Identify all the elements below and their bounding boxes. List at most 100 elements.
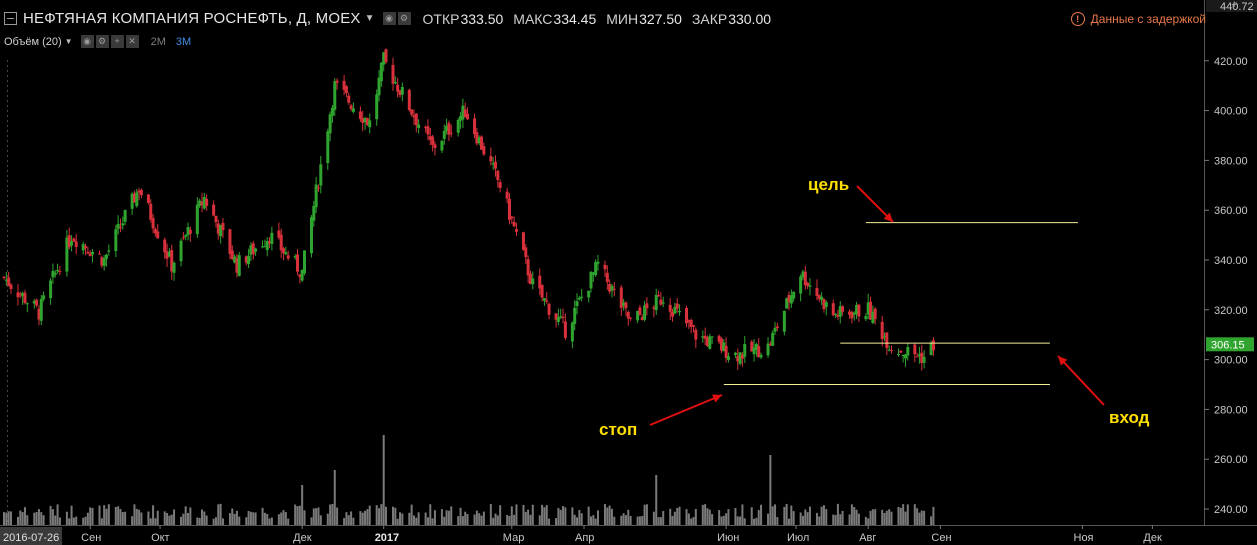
volume-bar — [37, 509, 40, 525]
volume-bar — [576, 517, 579, 525]
candle-up — [871, 311, 875, 323]
volume-bar — [364, 510, 367, 525]
volume-bar — [19, 510, 22, 525]
volume-bar — [825, 509, 828, 525]
candle-down — [228, 229, 232, 254]
volume-bar — [869, 510, 872, 525]
x-tick-label: Июл — [787, 532, 809, 544]
candle-down — [757, 346, 761, 358]
candle-down — [118, 227, 122, 229]
candle-down — [407, 89, 411, 111]
volume-bar — [326, 513, 329, 525]
symbol-title[interactable]: НЕФТЯНАЯ КОМПАНИЯ РОСНЕФТЬ, Д, MOEX — [23, 10, 361, 27]
candle-down — [528, 273, 532, 285]
candle-up — [701, 336, 705, 338]
candle-down — [619, 287, 623, 308]
volume-bar — [205, 515, 208, 525]
y-tick-label: 240.00 — [1214, 504, 1248, 516]
volume-bar — [298, 505, 301, 525]
x-start-label: 2016-07-26 — [3, 532, 59, 544]
volume-bar — [352, 517, 355, 525]
candle-down — [629, 317, 633, 319]
volume-bar — [91, 507, 94, 525]
volume-bar — [475, 510, 478, 525]
volume-bar — [545, 505, 548, 525]
annotation-stop: стоп — [599, 420, 638, 439]
candle-up — [456, 119, 460, 133]
timeframe-2m[interactable]: 2M — [150, 35, 166, 48]
candle-up — [351, 108, 355, 112]
candle-down — [603, 264, 607, 270]
candle-up — [654, 294, 658, 311]
volume-bar — [68, 518, 71, 525]
volume-label[interactable]: Объём (20) — [4, 35, 62, 48]
volume-bar — [655, 475, 658, 525]
candle-down — [496, 170, 500, 180]
candle-down — [316, 187, 320, 189]
add-icon[interactable]: + — [1231, 0, 1238, 11]
volume-bar — [720, 516, 723, 525]
candle-down — [624, 302, 628, 309]
candle-down — [181, 237, 185, 239]
volume-bar — [643, 504, 646, 525]
volume-bar — [375, 505, 378, 525]
candle-up — [302, 250, 306, 274]
volume-bar — [806, 512, 809, 525]
candle-down — [719, 338, 723, 351]
volume-bar — [499, 505, 502, 525]
volume-bar — [736, 516, 739, 525]
candle-down — [920, 352, 924, 364]
warning-icon: ! — [1070, 12, 1085, 26]
x-tick-label: Дек — [1143, 532, 1162, 544]
gear-icon[interactable]: ⚙ — [397, 12, 411, 25]
candle-down — [268, 241, 272, 244]
candle-down — [414, 113, 418, 126]
candle-up — [417, 124, 421, 128]
candle-down — [687, 320, 691, 322]
eye-icon[interactable]: ◉ — [382, 12, 396, 25]
symbol-menu-icon[interactable] — [4, 12, 17, 25]
volume-bar — [196, 517, 199, 525]
volume-bar — [641, 515, 644, 525]
close-icon[interactable]: ✕ — [125, 35, 139, 48]
volume-bar — [513, 514, 516, 525]
chevron-down-icon[interactable]: ▼ — [64, 37, 73, 46]
candle-down — [188, 229, 192, 234]
candle-up — [573, 307, 577, 324]
volume-bar — [694, 508, 697, 525]
volume-bar — [287, 518, 290, 525]
volume-bar — [815, 512, 818, 525]
volume-bar — [627, 509, 630, 525]
candle-up — [123, 210, 127, 222]
candle-up — [808, 285, 812, 287]
candle-down — [9, 284, 13, 290]
candle-down — [16, 292, 20, 298]
y-tick-label: 280.00 — [1214, 404, 1248, 416]
candle-up — [589, 271, 593, 289]
volume-bar — [361, 512, 364, 525]
gear-icon[interactable]: ⚙ — [95, 35, 109, 48]
candle-up — [363, 118, 367, 122]
volume-bar — [741, 504, 744, 525]
volume-bar — [445, 510, 448, 525]
volume-bar — [592, 515, 595, 525]
eye-icon[interactable]: ◉ — [80, 35, 94, 48]
volume-bar — [347, 515, 350, 525]
volume-bar — [182, 513, 185, 525]
volume-bar — [834, 514, 837, 525]
timeframe-3m[interactable]: 3M — [175, 35, 192, 48]
candle-up — [929, 343, 933, 356]
candle-down — [717, 335, 721, 342]
volume-bar — [855, 509, 858, 525]
candle-up — [733, 352, 737, 355]
volume-bar — [790, 505, 793, 525]
volume-bar — [541, 504, 544, 525]
delayed-data-notice[interactable]: ! Данные с задержкой — [1070, 12, 1206, 26]
add-icon[interactable]: + — [110, 35, 124, 48]
candle-down — [822, 299, 826, 309]
candle-down — [841, 306, 845, 312]
volume-bar — [510, 506, 513, 525]
volume-bar — [217, 504, 220, 525]
chevron-down-icon[interactable]: ▼ — [364, 13, 375, 24]
